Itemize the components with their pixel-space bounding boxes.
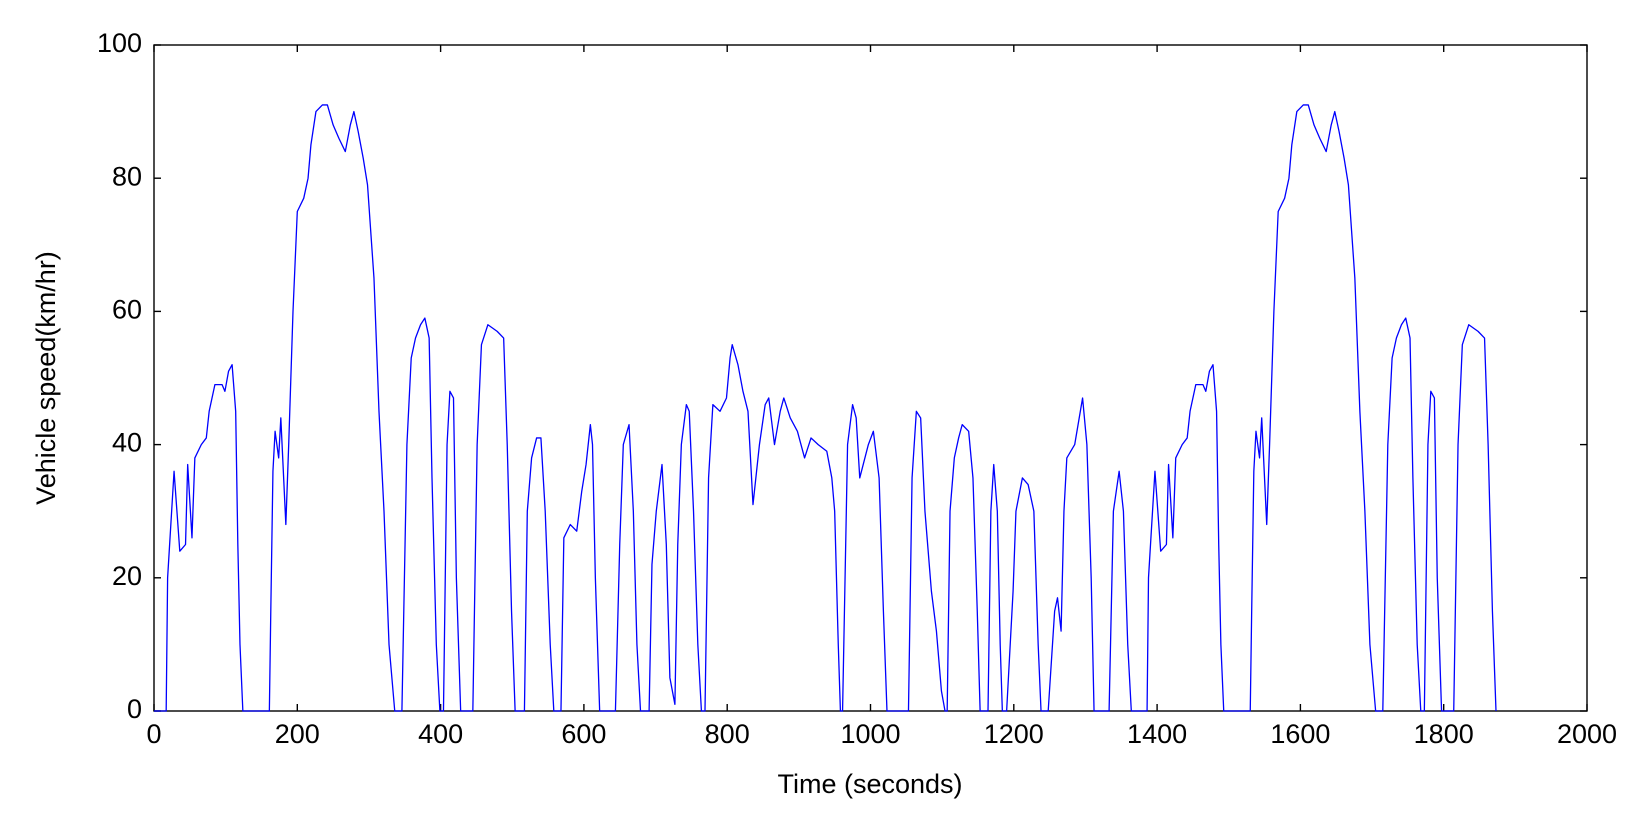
x-tick-label: 1800 xyxy=(1414,719,1474,749)
x-axis-label: Time (seconds) xyxy=(777,769,962,799)
x-tick-label: 400 xyxy=(418,719,463,749)
x-tick-label: 2000 xyxy=(1557,719,1617,749)
x-tick-label: 1400 xyxy=(1127,719,1187,749)
y-axis-label: Vehicle speed(km/hr) xyxy=(31,251,61,505)
y-tick-label: 100 xyxy=(97,28,142,58)
line-series xyxy=(154,104,1497,712)
y-tick-label: 60 xyxy=(112,295,142,325)
x-tick-label: 1200 xyxy=(984,719,1044,749)
y-tick-label: 20 xyxy=(112,561,142,591)
x-tick-label: 0 xyxy=(146,719,161,749)
x-tick-label: 1000 xyxy=(840,719,900,749)
x-tick-label: 1600 xyxy=(1270,719,1330,749)
x-tick-label: 800 xyxy=(705,719,750,749)
y-tick-label: 40 xyxy=(112,428,142,458)
y-tick-label: 0 xyxy=(127,694,142,724)
x-tick-label: 600 xyxy=(561,719,606,749)
x-tick-label: 200 xyxy=(275,719,320,749)
plot-frame xyxy=(153,44,1588,712)
y-tick-label: 80 xyxy=(112,161,142,191)
